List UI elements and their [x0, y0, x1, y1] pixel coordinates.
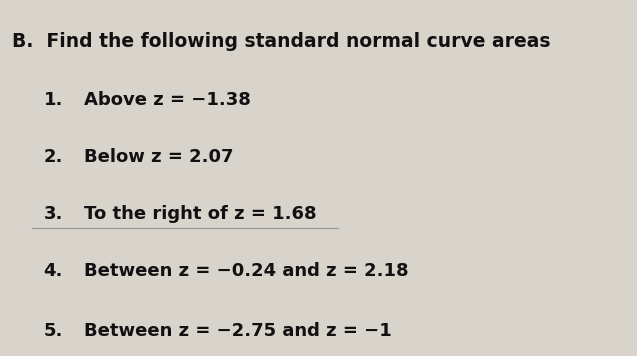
Text: 5.: 5.	[44, 322, 63, 340]
Text: 3.: 3.	[44, 205, 63, 222]
Text: Between z = −0.24 and z = 2.18: Between z = −0.24 and z = 2.18	[85, 262, 409, 279]
Text: Above z = −1.38: Above z = −1.38	[85, 91, 252, 109]
Text: 2.: 2.	[44, 148, 63, 166]
Text: Between z = −2.75 and z = −1: Between z = −2.75 and z = −1	[85, 322, 392, 340]
Text: B.  Find the following standard normal curve areas: B. Find the following standard normal cu…	[11, 32, 550, 51]
Text: To the right of z = 1.68: To the right of z = 1.68	[85, 205, 317, 222]
Text: 4.: 4.	[44, 262, 63, 279]
Text: 1.: 1.	[44, 91, 63, 109]
Text: Below z = 2.07: Below z = 2.07	[85, 148, 234, 166]
